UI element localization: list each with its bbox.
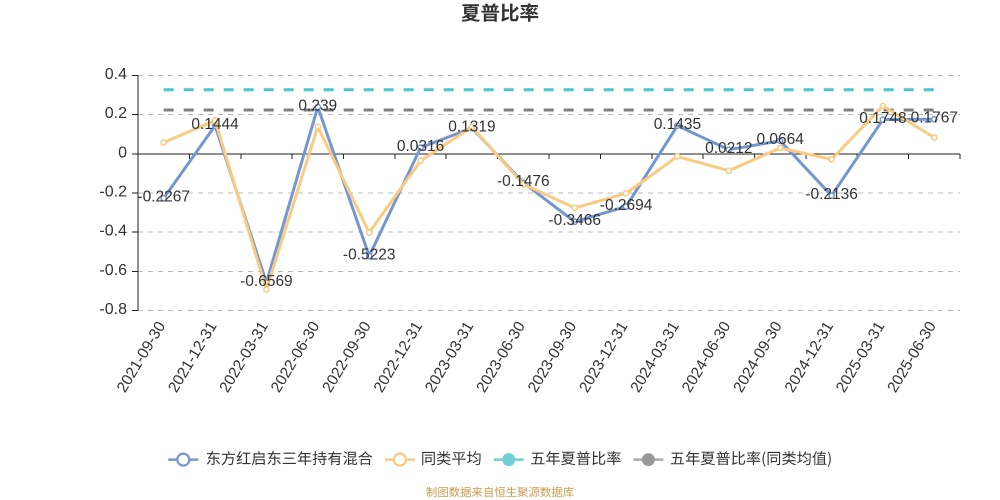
svg-text:-0.2136: -0.2136 (805, 186, 858, 203)
svg-text:0.2: 0.2 (105, 105, 127, 122)
svg-text:0.0212: 0.0212 (705, 140, 752, 157)
svg-text:0.4: 0.4 (105, 66, 127, 83)
svg-text:0.0316: 0.0316 (397, 138, 444, 155)
svg-text:-0.2: -0.2 (99, 184, 127, 201)
svg-text:-0.3466: -0.3466 (548, 212, 601, 229)
svg-text:-0.6: -0.6 (99, 262, 127, 279)
svg-text:-0.8: -0.8 (99, 301, 127, 318)
svg-text:-0.6569: -0.6569 (240, 273, 293, 290)
svg-text:0.1767: 0.1767 (911, 110, 958, 127)
svg-text:-0.5223: -0.5223 (343, 247, 396, 264)
svg-text:0.239: 0.239 (298, 97, 337, 114)
svg-text:-0.4: -0.4 (99, 223, 127, 240)
svg-text:0: 0 (118, 144, 127, 161)
svg-text:0.1435: 0.1435 (654, 116, 701, 133)
svg-text:0.1444: 0.1444 (191, 116, 239, 133)
svg-text:0.1748: 0.1748 (859, 110, 906, 127)
svg-text:0.1319: 0.1319 (448, 118, 495, 135)
svg-text:-0.1476: -0.1476 (497, 173, 550, 190)
svg-text:-0.2694: -0.2694 (600, 197, 653, 214)
svg-text:-0.2267: -0.2267 (137, 189, 190, 206)
svg-text:0.0664: 0.0664 (756, 131, 804, 148)
